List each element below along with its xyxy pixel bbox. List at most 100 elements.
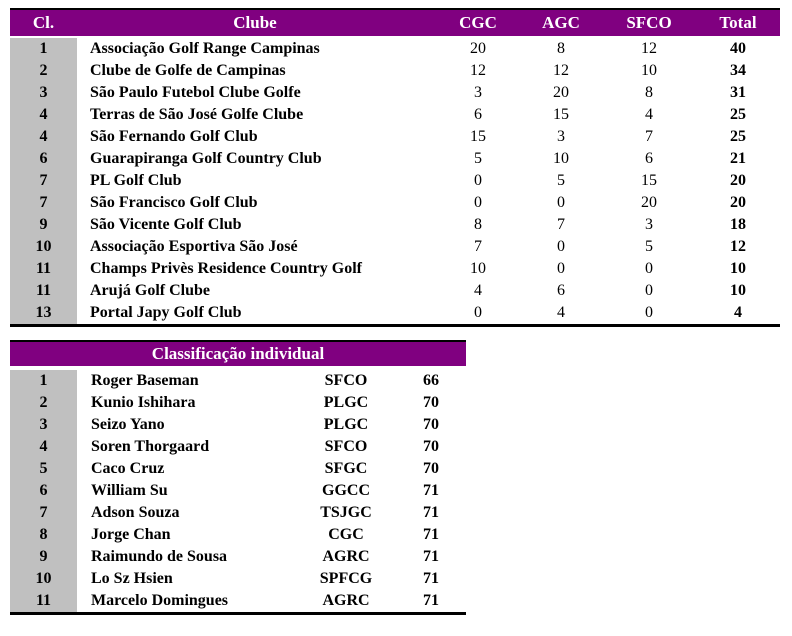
sfco-score: 12 <box>641 40 657 57</box>
player-score: 71 <box>423 482 439 499</box>
player-name: Kunio Ishihara <box>91 394 196 411</box>
total-score: 10 <box>730 260 746 277</box>
total-score: 21 <box>730 150 746 167</box>
total-score: 10 <box>730 282 746 299</box>
rank: 11 <box>35 592 52 609</box>
agc-score: 10 <box>553 150 569 167</box>
rank: 7 <box>39 172 48 189</box>
rank: 13 <box>35 304 52 321</box>
rank: 2 <box>39 62 48 79</box>
club-name: Champs Privès Residence Country Golf <box>90 260 362 277</box>
club-name: São Paulo Futebol Clube Golfe <box>90 84 301 101</box>
individual-header-bg <box>10 342 466 366</box>
rank: 6 <box>39 150 48 167</box>
rank: 5 <box>39 460 48 477</box>
club-name: Associação Esportiva São José <box>90 238 298 255</box>
rank: 3 <box>39 416 48 433</box>
header-club: Clube <box>233 13 277 32</box>
club-name: Arujá Golf Clube <box>90 282 210 299</box>
agc-score: 20 <box>553 84 569 101</box>
player-score: 70 <box>423 438 439 455</box>
player-club: CGC <box>328 526 364 543</box>
cgc-score: 0 <box>474 194 482 211</box>
player-club: AGRC <box>322 548 370 565</box>
total-score: 20 <box>730 172 746 189</box>
sfco-score: 20 <box>641 194 657 211</box>
agc-score: 4 <box>557 304 565 321</box>
cgc-score: 5 <box>474 150 482 167</box>
sfco-score: 8 <box>645 84 653 101</box>
player-club: TSJGC <box>320 504 372 521</box>
player-score: 70 <box>423 460 439 477</box>
total-score: 34 <box>730 62 746 79</box>
table-top-rule <box>10 8 780 10</box>
rank: 4 <box>39 128 48 145</box>
player-name: Soren Thorgaard <box>91 438 210 455</box>
individual-rank-bg <box>10 370 77 612</box>
agc-score: 0 <box>557 194 565 211</box>
player-score: 70 <box>423 416 439 433</box>
cgc-score: 10 <box>470 260 486 277</box>
sfco-score: 4 <box>645 106 653 123</box>
table-bottom-rule <box>10 324 780 327</box>
rank: 6 <box>39 482 48 499</box>
rank: 1 <box>39 372 48 389</box>
header-agc: AGC <box>542 13 580 32</box>
player-club: SPFCG <box>319 570 373 587</box>
total-score: 40 <box>730 40 746 57</box>
rank: 4 <box>39 438 48 455</box>
player-name: Lo Sz Hsien <box>91 570 173 587</box>
player-club: SFGC <box>324 460 368 477</box>
club-name: São Vicente Golf Club <box>90 216 242 233</box>
player-club: PLGC <box>323 416 369 433</box>
agc-score: 7 <box>557 216 565 233</box>
player-club: GGCC <box>322 482 370 499</box>
sfco-score: 0 <box>645 260 653 277</box>
total-score: 20 <box>730 194 746 211</box>
total-score: 18 <box>730 216 746 233</box>
player-score: 71 <box>423 504 439 521</box>
agc-score: 8 <box>557 40 565 57</box>
player-name: Seizo Yano <box>91 416 165 433</box>
rank: 11 <box>35 260 52 277</box>
header-cgc: CGC <box>459 13 497 32</box>
rank: 10 <box>35 570 52 587</box>
rank: 11 <box>35 282 52 299</box>
cgc-score: 15 <box>470 128 486 145</box>
player-club: PLGC <box>323 394 369 411</box>
sfco-score: 10 <box>641 62 657 79</box>
player-score: 66 <box>423 372 439 389</box>
player-club: AGRC <box>322 592 370 609</box>
individual-title: Classificação individual <box>151 344 325 363</box>
player-name: Raimundo de Sousa <box>91 548 228 565</box>
player-score: 71 <box>423 592 439 609</box>
sfco-score: 5 <box>645 238 653 255</box>
player-name: Roger Baseman <box>91 372 199 389</box>
rank-column-bg <box>10 38 77 324</box>
agc-score: 0 <box>557 260 565 277</box>
sfco-score: 15 <box>641 172 657 189</box>
player-club: SFCO <box>324 372 368 389</box>
cgc-score: 8 <box>474 216 482 233</box>
cgc-score: 4 <box>474 282 482 299</box>
total-score: 25 <box>730 106 746 123</box>
total-score: 12 <box>730 238 746 255</box>
club-name: Guarapiranga Golf Country Club <box>90 150 322 167</box>
sfco-score: 7 <box>645 128 653 145</box>
total-score: 25 <box>730 128 746 145</box>
individual-top-rule <box>10 340 466 342</box>
agc-score: 5 <box>557 172 565 189</box>
agc-score: 3 <box>557 128 565 145</box>
sfco-score: 0 <box>645 304 653 321</box>
cgc-score: 12 <box>470 62 486 79</box>
agc-score: 12 <box>553 62 569 79</box>
club-name: Portal Japy Golf Club <box>90 304 242 321</box>
rank: 2 <box>39 394 48 411</box>
club-name: São Fernando Golf Club <box>90 128 258 145</box>
player-score: 71 <box>423 526 439 543</box>
player-score: 70 <box>423 394 439 411</box>
rank: 9 <box>39 216 48 233</box>
player-name: Adson Souza <box>91 504 180 521</box>
rank: 7 <box>39 504 48 521</box>
